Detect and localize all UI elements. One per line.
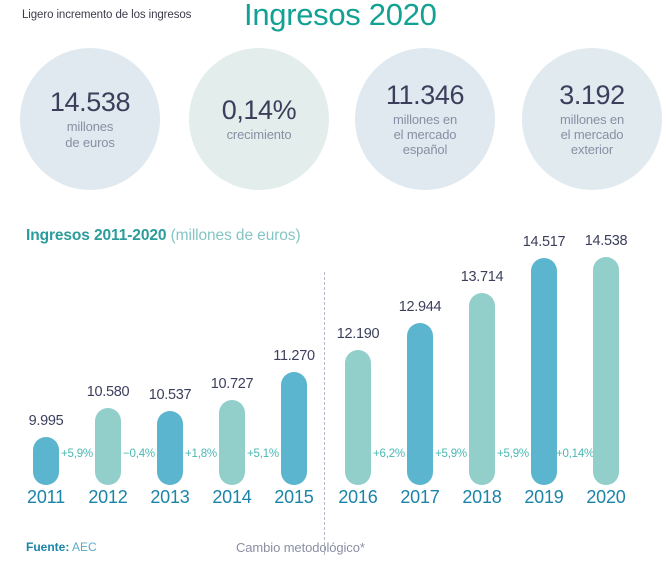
kpi-circle-1: 0,14% crecimiento bbox=[189, 48, 329, 190]
source-label: Fuente: bbox=[26, 540, 70, 554]
bar-value-label: 10.580 bbox=[86, 384, 130, 400]
bar-value-label: 12.944 bbox=[398, 299, 442, 315]
kpi-value: 0,14% bbox=[221, 94, 297, 125]
bar-year-label-2019: 2019 bbox=[524, 487, 564, 507]
chart-title-strong: Ingresos 2011-2020 bbox=[26, 227, 167, 244]
bar-year-label-2017: 2017 bbox=[400, 487, 440, 507]
bar-value-label: 14.517 bbox=[522, 234, 566, 250]
growth-label-2016-2017: +6,2% bbox=[373, 448, 405, 460]
kpi-label-line: exterior bbox=[570, 142, 614, 158]
bar-2012 bbox=[95, 408, 121, 485]
page-title: Ingresos 2020 bbox=[244, 0, 437, 32]
growth-label-2012-2013: −0,4% bbox=[123, 448, 155, 460]
kpi-label-line: el mercado bbox=[393, 126, 457, 142]
bar-year-label-2015: 2015 bbox=[274, 487, 314, 507]
bar-2018 bbox=[469, 293, 495, 485]
kpi-circle-2: 11.346 millones en el mercado español bbox=[355, 48, 495, 190]
bar-year-label-2012: 2012 bbox=[88, 487, 128, 507]
kpi-circle-3: 3.192 millones en el mercado exterior bbox=[522, 48, 662, 190]
kpi-label-line: millones en bbox=[392, 111, 458, 127]
growth-label-2014-2015: +5,1% bbox=[247, 448, 279, 460]
header: Ligero incremento de los ingresos Ingres… bbox=[0, 0, 666, 46]
growth-label-2013-2014: +1,8% bbox=[185, 448, 217, 460]
bar-year-label-2020: 2020 bbox=[586, 487, 626, 507]
bar-value-label: 9.995 bbox=[28, 413, 64, 429]
bar-value-label: 14.538 bbox=[584, 233, 628, 249]
kpi-value: 3.192 bbox=[559, 79, 625, 110]
growth-label-2019-2020: +0,14% bbox=[555, 448, 595, 460]
kpi-label-line: de euros bbox=[65, 134, 115, 150]
bar-2014 bbox=[219, 400, 245, 485]
bar-2017 bbox=[407, 323, 433, 485]
bar-year-label-2013: 2013 bbox=[150, 487, 190, 507]
bar-2016 bbox=[345, 350, 371, 485]
methodology-change-divider bbox=[324, 272, 325, 555]
kpi-label-line: millones en bbox=[559, 111, 625, 127]
kpi-label-line: crecimiento bbox=[226, 126, 292, 142]
revenue-bar-chart: Ingresos 2011-2020 (millones de euros) 9… bbox=[0, 196, 666, 571]
kpi-circle-row: 14.538 millones de euros 0,14% crecimiento 11… bbox=[0, 46, 666, 196]
kpi-value: 14.538 bbox=[49, 87, 131, 118]
bar-value-label: 12.190 bbox=[336, 326, 380, 342]
bar-2011 bbox=[33, 437, 59, 485]
header-kicker: Ligero incremento de los ingresos bbox=[22, 9, 192, 21]
growth-label-2011-2012: +5,9% bbox=[61, 448, 93, 460]
bar-2013 bbox=[157, 411, 183, 485]
chart-title-unit: (millones de euros) bbox=[170, 227, 301, 244]
bar-value-label: 10.727 bbox=[210, 376, 254, 392]
kpi-circle-0: 14.538 millones de euros bbox=[20, 48, 160, 190]
growth-label-2017-2018: +5,9% bbox=[435, 448, 467, 460]
source-value: AEC bbox=[72, 540, 97, 554]
kpi-label: millones en el mercado exterior bbox=[560, 112, 624, 158]
bar-year-label-2011: 2011 bbox=[27, 487, 65, 507]
methodology-change-label: Cambio metodológico* bbox=[236, 540, 365, 555]
kpi-label-line: el mercado bbox=[560, 126, 624, 142]
bar-year-label-2018: 2018 bbox=[462, 487, 502, 507]
kpi-label: millones de euros bbox=[65, 119, 115, 150]
chart-title: Ingresos 2011-2020 (millones de euros) bbox=[26, 227, 301, 245]
kpi-label: millones en el mercado español bbox=[393, 112, 457, 158]
kpi-label: crecimiento bbox=[227, 127, 292, 142]
bar-2015 bbox=[281, 372, 307, 485]
bar-value-label: 11.270 bbox=[273, 348, 315, 364]
bar-year-label-2014: 2014 bbox=[212, 487, 252, 507]
bar-year-label-2016: 2016 bbox=[338, 487, 378, 507]
source-note: Fuente: AEC bbox=[26, 540, 97, 554]
bar-value-label: 13.714 bbox=[460, 269, 504, 285]
kpi-value: 11.346 bbox=[385, 79, 465, 110]
bar-series: 9.995 2011 +5,9% 10.580 2012 −0,4% 10.537 2013 +… bbox=[0, 196, 666, 571]
bar-2019 bbox=[531, 258, 557, 485]
kpi-label-line: español bbox=[402, 142, 448, 158]
kpi-label-line: millones bbox=[66, 119, 114, 135]
growth-label-2018-2019: +5,9% bbox=[497, 448, 529, 460]
bar-value-label: 10.537 bbox=[148, 387, 192, 403]
bar-2020 bbox=[593, 257, 619, 485]
